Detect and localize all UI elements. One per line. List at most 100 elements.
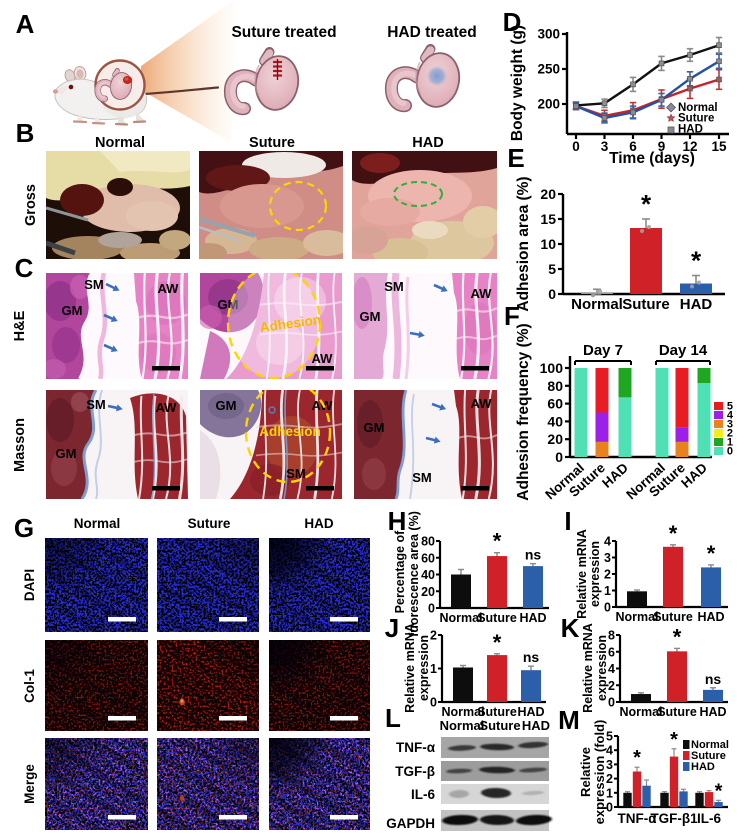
svg-text:5: 5 [548, 261, 556, 277]
svg-text:0: 0 [608, 696, 615, 710]
svg-text:G: G [14, 513, 34, 543]
svg-text:12: 12 [682, 139, 697, 154]
svg-text:H&E: H&E [12, 310, 28, 341]
svg-text:*: * [633, 747, 641, 769]
svg-text:40: 40 [421, 568, 435, 582]
svg-text:F: F [504, 301, 520, 331]
svg-text:Relative mRNA: Relative mRNA [575, 529, 589, 619]
svg-text:fuorescence area (%): fuorescence area (%) [407, 511, 421, 637]
svg-text:250: 250 [537, 62, 560, 77]
svg-text:Suture: Suture [657, 705, 697, 719]
svg-text:Relative mRNA: Relative mRNA [581, 623, 595, 713]
svg-text:3: 3 [601, 139, 609, 154]
svg-text:C: C [15, 253, 34, 283]
svg-text:HAD: HAD [697, 610, 724, 624]
svg-text:*: * [715, 780, 723, 802]
svg-text:Normal: Normal [95, 135, 145, 151]
svg-text:0: 0 [555, 449, 563, 465]
svg-text:SM: SM [84, 277, 104, 292]
svg-text:Merge: Merge [22, 764, 37, 804]
svg-text:Adhesion frequency (%): Adhesion frequency (%) [515, 323, 532, 500]
svg-text:SM: SM [286, 466, 306, 481]
svg-text:HAD: HAD [691, 761, 715, 773]
svg-text:Body weight (g): Body weight (g) [509, 25, 526, 141]
svg-text:Suture: Suture [188, 516, 231, 531]
svg-text:HAD: HAD [519, 611, 546, 625]
svg-text:expression: expression [588, 541, 602, 607]
svg-text:Normal: Normal [619, 705, 662, 719]
svg-text:Col-1: Col-1 [22, 669, 37, 703]
svg-text:ns: ns [523, 649, 540, 665]
svg-text:HAD treated: HAD treated [387, 24, 477, 41]
svg-text:8: 8 [608, 629, 615, 643]
svg-text:HAD: HAD [680, 296, 713, 313]
svg-text:40: 40 [547, 413, 563, 429]
svg-text:15: 15 [711, 139, 727, 154]
svg-text:J: J [385, 613, 399, 643]
svg-text:GM: GM [62, 303, 83, 318]
svg-text:4: 4 [604, 535, 611, 549]
svg-text:5: 5 [606, 730, 613, 744]
svg-text:GM: GM [360, 309, 381, 324]
svg-text:0: 0 [606, 801, 613, 815]
svg-text:AW: AW [471, 286, 493, 301]
svg-text:Suture: Suture [622, 296, 670, 313]
svg-text:Suture: Suture [653, 610, 693, 624]
svg-text:80: 80 [547, 378, 563, 394]
svg-text:1: 1 [604, 584, 611, 598]
svg-text:0: 0 [428, 602, 435, 616]
svg-text:Normal: Normal [678, 102, 718, 114]
svg-text:Normal: Normal [439, 611, 482, 625]
svg-text:ns: ns [705, 671, 722, 687]
svg-text:Masson: Masson [12, 418, 28, 472]
svg-text:*: * [641, 189, 652, 219]
svg-text:*: * [493, 630, 502, 655]
svg-text:A: A [16, 9, 35, 39]
svg-text:Suture treated: Suture treated [231, 24, 336, 41]
svg-text:Gross: Gross [23, 184, 39, 226]
svg-text:300: 300 [537, 27, 560, 42]
svg-text:Suture: Suture [477, 705, 517, 719]
svg-text:9: 9 [658, 139, 666, 154]
svg-text:Percentage of: Percentage of [393, 530, 407, 614]
svg-text:80: 80 [421, 535, 435, 549]
svg-text:I: I [564, 506, 571, 536]
svg-text:60: 60 [421, 551, 435, 565]
svg-text:AW: AW [158, 281, 180, 296]
svg-text:HAD: HAD [678, 124, 703, 136]
svg-text:0: 0 [727, 446, 733, 458]
svg-text:Adhesion: Adhesion [259, 424, 321, 439]
svg-text:Normal: Normal [440, 718, 485, 733]
svg-text:15: 15 [540, 211, 556, 227]
svg-text:3: 3 [604, 551, 611, 565]
svg-text:1: 1 [727, 437, 733, 449]
svg-text:B: B [16, 118, 35, 148]
svg-text:Suture: Suture [691, 750, 726, 762]
svg-text:HAD: HAD [412, 135, 443, 151]
svg-text:expression: expression [595, 635, 609, 701]
svg-text:HAD: HAD [517, 705, 544, 719]
svg-text:Suture: Suture [479, 718, 520, 733]
svg-text:TGF-β: TGF-β [395, 764, 435, 779]
svg-text:Suture: Suture [249, 135, 295, 151]
svg-text:0: 0 [430, 696, 437, 710]
svg-text:HAD: HAD [522, 718, 550, 733]
svg-text:SM: SM [86, 397, 106, 412]
svg-text:AW: AW [156, 400, 178, 415]
svg-text:Normal: Normal [615, 610, 658, 624]
svg-text:GM: GM [218, 297, 239, 312]
svg-text:1: 1 [430, 662, 437, 676]
svg-text:10: 10 [540, 236, 556, 252]
svg-text:4: 4 [727, 410, 734, 422]
svg-text:*: * [673, 624, 682, 649]
svg-text:HAD: HAD [304, 516, 333, 531]
svg-text:2: 2 [430, 629, 437, 643]
svg-text:Normal: Normal [571, 296, 623, 313]
svg-text:IL-6: IL-6 [697, 811, 721, 826]
svg-text:D: D [503, 7, 522, 37]
svg-text:ns: ns [525, 547, 542, 563]
svg-text:H: H [388, 506, 407, 536]
svg-text:20: 20 [421, 585, 435, 599]
svg-text:*: * [707, 541, 716, 566]
svg-text:Normal: Normal [441, 705, 484, 719]
